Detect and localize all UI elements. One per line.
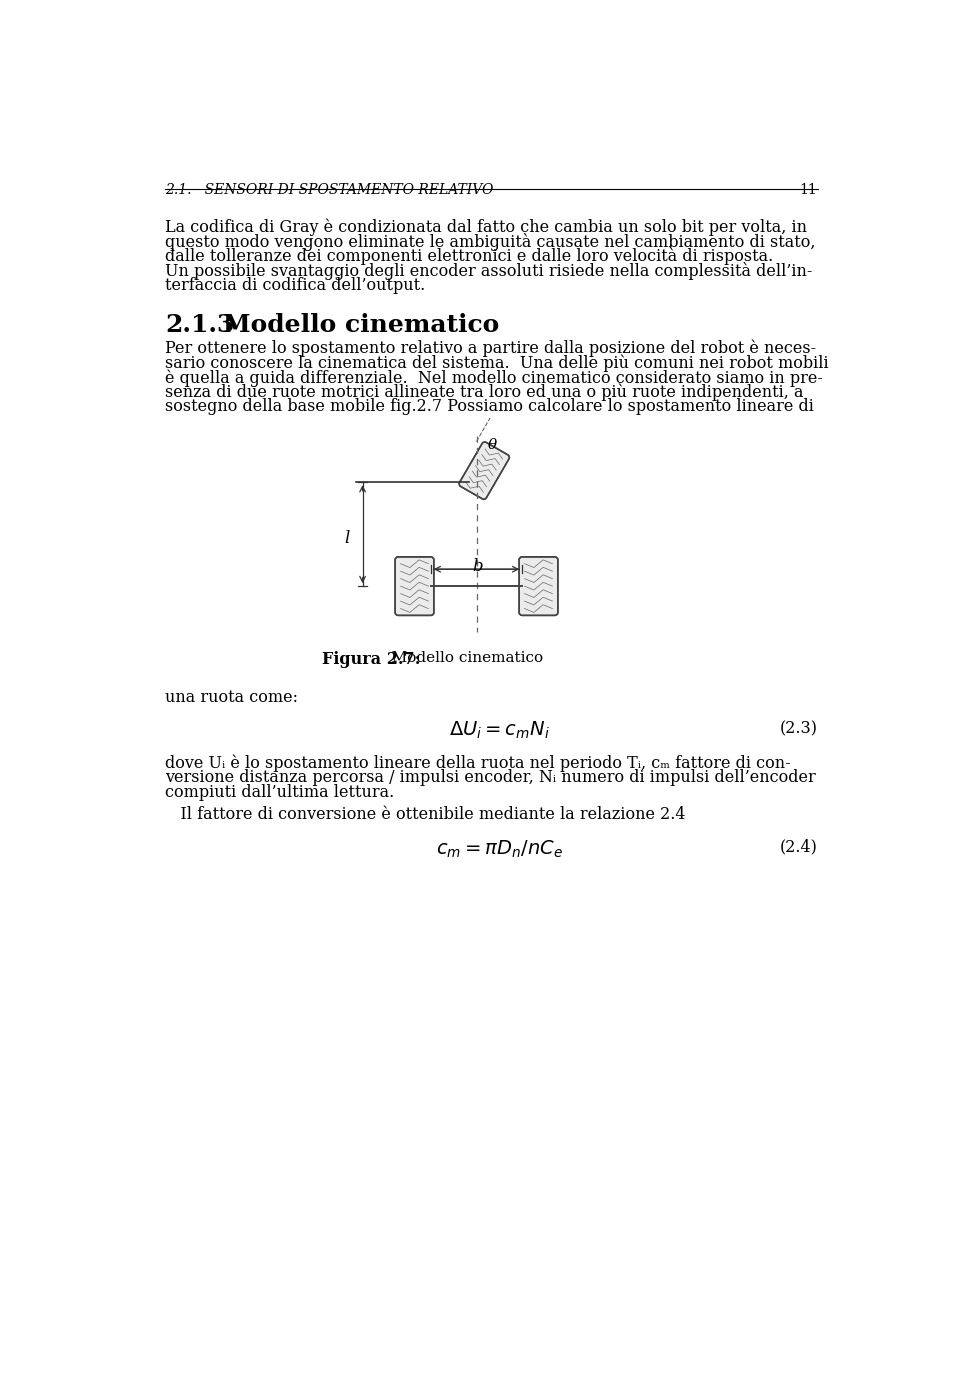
Text: una ruota come:: una ruota come:: [165, 689, 298, 706]
Text: Figura 2.7:: Figura 2.7:: [322, 650, 420, 668]
Text: b: b: [472, 558, 483, 576]
Text: Modello cinematico: Modello cinematico: [223, 312, 499, 337]
Text: versione distanza percorsa / impulsi encoder, Nᵢ numero di impulsi dell’encoder: versione distanza percorsa / impulsi enc…: [165, 769, 816, 786]
Text: Un possibile svantaggio degli encoder assoluti risiede nella complessità dell’in: Un possibile svantaggio degli encoder as…: [165, 262, 812, 280]
Text: 2.1.3: 2.1.3: [165, 312, 234, 337]
Text: 11: 11: [800, 182, 818, 196]
Text: dalle tolleranze dei componenti elettronici e dalle loro velocità di risposta.: dalle tolleranze dei componenti elettron…: [165, 247, 773, 265]
Text: (2.3): (2.3): [780, 720, 818, 737]
Text: terfaccia di codifica dell’output.: terfaccia di codifica dell’output.: [165, 276, 425, 294]
Text: è quella a guida differenziale.  Nel modello cinematico considerato siamo in pre: è quella a guida differenziale. Nel mode…: [165, 369, 823, 387]
Text: Il fattore di conversione è ottenibile mediante la relazione 2.4: Il fattore di conversione è ottenibile m…: [165, 807, 685, 823]
Text: sario conoscere la cinematica del sistema.  Una delle più comuni nei robot mobil: sario conoscere la cinematica del sistem…: [165, 355, 828, 371]
FancyBboxPatch shape: [396, 557, 434, 616]
Text: questo modo vengono eliminate le ambiguità causate nel cambiamento di stato,: questo modo vengono eliminate le ambigui…: [165, 233, 815, 251]
Text: Per ottenere lo spostamento relativo a partire dalla posizione del robot è neces: Per ottenere lo spostamento relativo a p…: [165, 340, 816, 358]
FancyBboxPatch shape: [459, 442, 510, 500]
Text: sostegno della base mobile fig.2.7 Possiamo calcolare lo spostamento lineare di: sostegno della base mobile fig.2.7 Possi…: [165, 398, 814, 416]
Text: l: l: [345, 529, 350, 547]
Text: La codifica di Gray è condizionata dal fatto che cambia un solo bit per volta, i: La codifica di Gray è condizionata dal f…: [165, 218, 807, 236]
Text: $\Delta U_i = c_m N_i$: $\Delta U_i = c_m N_i$: [449, 720, 550, 742]
Text: Modello cinematico: Modello cinematico: [377, 650, 543, 664]
FancyBboxPatch shape: [519, 557, 558, 616]
Text: $c_m = \pi D_n/nC_e$: $c_m = \pi D_n/nC_e$: [437, 838, 564, 860]
Text: dove Uᵢ è lo spostamento lineare della ruota nel periodo Tᵢ, cₘ fattore di con-: dove Uᵢ è lo spostamento lineare della r…: [165, 755, 791, 772]
Text: θ: θ: [488, 438, 496, 453]
Text: compiuti dall’ultima lettura.: compiuti dall’ultima lettura.: [165, 784, 395, 801]
Text: 2.1.   SENSORI DI SPOSTAMENTO RELATIVO: 2.1. SENSORI DI SPOSTAMENTO RELATIVO: [165, 182, 493, 196]
Text: senza di due ruote motrici allineate tra loro ed una o più ruote indipendenti, a: senza di due ruote motrici allineate tra…: [165, 384, 804, 400]
Text: (2.4): (2.4): [780, 838, 818, 856]
